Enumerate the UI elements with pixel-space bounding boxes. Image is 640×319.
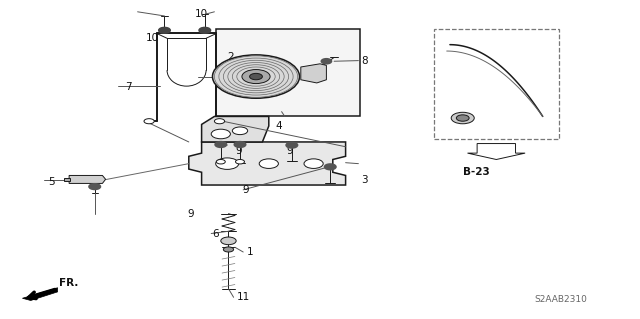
Bar — [216, 29, 360, 116]
Bar — [434, 29, 559, 139]
Circle shape — [232, 127, 248, 135]
Text: 9: 9 — [242, 185, 248, 195]
Circle shape — [321, 59, 332, 64]
Circle shape — [259, 159, 278, 168]
Circle shape — [324, 164, 336, 170]
Circle shape — [234, 142, 246, 147]
Polygon shape — [189, 142, 346, 185]
Polygon shape — [468, 144, 525, 160]
Circle shape — [212, 55, 300, 98]
Bar — [64, 178, 70, 181]
Text: 9: 9 — [287, 145, 293, 156]
Text: 10: 10 — [195, 9, 209, 19]
Circle shape — [221, 237, 236, 245]
Circle shape — [451, 112, 474, 124]
Circle shape — [216, 158, 239, 169]
Circle shape — [286, 142, 298, 148]
Circle shape — [223, 247, 234, 252]
Circle shape — [242, 70, 270, 84]
Text: 10: 10 — [146, 33, 159, 43]
Circle shape — [216, 160, 225, 164]
Text: 3: 3 — [362, 175, 368, 185]
Circle shape — [159, 27, 170, 33]
Circle shape — [211, 129, 230, 139]
Circle shape — [199, 27, 211, 33]
Text: 11: 11 — [237, 292, 250, 302]
Text: 8: 8 — [361, 56, 367, 66]
Circle shape — [214, 119, 225, 124]
Text: 9: 9 — [188, 209, 194, 219]
Circle shape — [89, 184, 100, 189]
Circle shape — [215, 142, 227, 147]
Text: 6: 6 — [212, 228, 219, 239]
Circle shape — [144, 119, 154, 124]
Circle shape — [236, 160, 244, 164]
Circle shape — [304, 159, 323, 168]
Text: 1: 1 — [246, 247, 253, 257]
Polygon shape — [301, 64, 326, 83]
Circle shape — [456, 115, 469, 121]
Polygon shape — [22, 288, 58, 300]
Polygon shape — [202, 116, 269, 142]
Text: 5: 5 — [49, 177, 55, 187]
Text: S2AAB2310: S2AAB2310 — [534, 295, 588, 304]
Text: 9: 9 — [236, 145, 242, 156]
Text: 2: 2 — [227, 52, 234, 63]
Text: B-23: B-23 — [463, 167, 490, 177]
Text: 7: 7 — [125, 82, 131, 92]
Text: FR.: FR. — [59, 278, 78, 288]
Circle shape — [250, 73, 262, 80]
Text: 4: 4 — [275, 121, 282, 131]
Polygon shape — [69, 175, 106, 183]
